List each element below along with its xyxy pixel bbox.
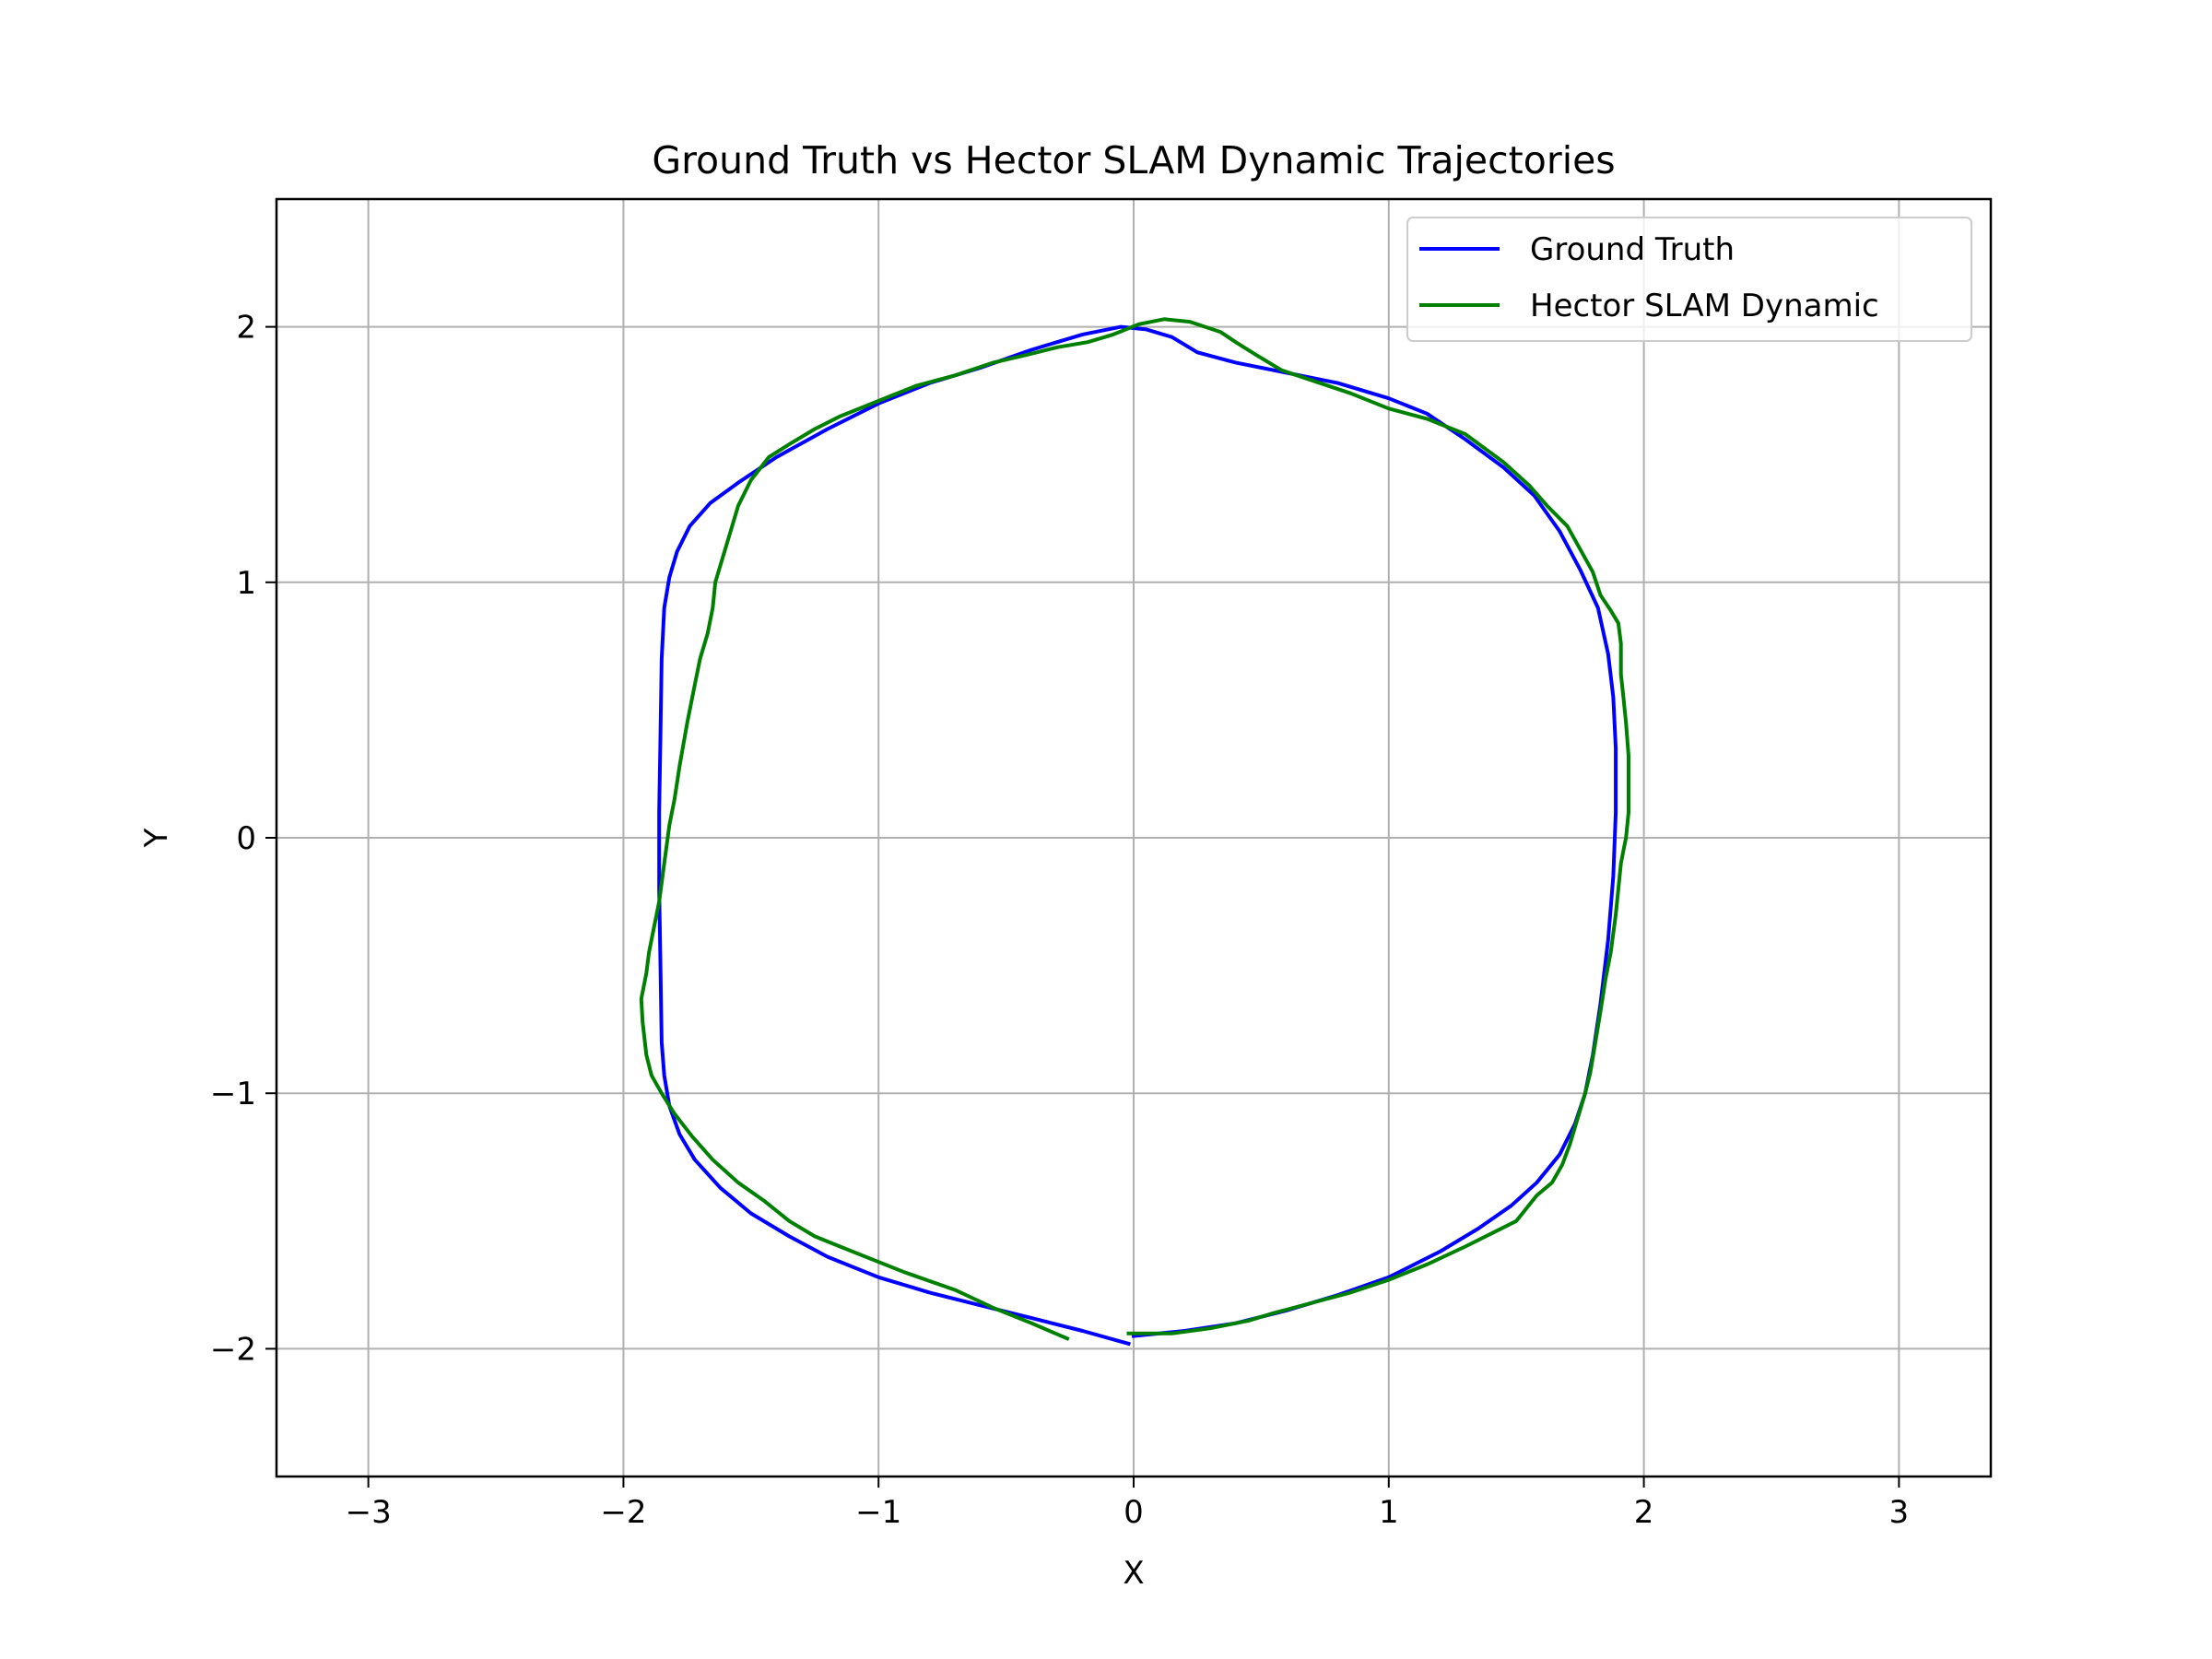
x-tick-label: 2 — [1634, 1494, 1654, 1531]
series-lines — [639, 317, 1630, 1347]
legend-box — [1406, 217, 1972, 342]
x-tick-label: −1 — [855, 1494, 901, 1531]
series-line-ground-truth — [657, 324, 1618, 1347]
y-tick-label: 0 — [236, 820, 256, 857]
legend-label-ground-truth: Ground Truth — [1530, 231, 1735, 268]
y-axis-label: Y — [138, 828, 175, 848]
legend: Ground Truth Hector SLAM Dynamic — [1406, 217, 1972, 342]
grid-lines — [276, 199, 1991, 1477]
x-axis-label: X — [1123, 1555, 1144, 1592]
x-tick-label: 1 — [1379, 1494, 1399, 1531]
x-tick-label: −3 — [346, 1494, 392, 1531]
x-tick-label: −2 — [600, 1494, 646, 1531]
y-tick-label: 2 — [236, 310, 256, 347]
legend-label-hector-slam-dynamic: Hector SLAM Dynamic — [1530, 288, 1879, 324]
y-tick-label: 1 — [236, 565, 256, 602]
series-line-hector-slam-dynamic — [639, 317, 1630, 1341]
x-tick-label: 0 — [1124, 1494, 1144, 1531]
axis-ticks: −3 −2 −1 0 1 2 3 −2 −1 0 1 2 — [210, 310, 1909, 1531]
chart-title: Ground Truth vs Hector SLAM Dynamic Traj… — [652, 138, 1615, 182]
x-tick-label: 3 — [1889, 1494, 1910, 1531]
y-tick-label: −2 — [210, 1331, 256, 1368]
y-tick-label: −1 — [210, 1076, 256, 1112]
